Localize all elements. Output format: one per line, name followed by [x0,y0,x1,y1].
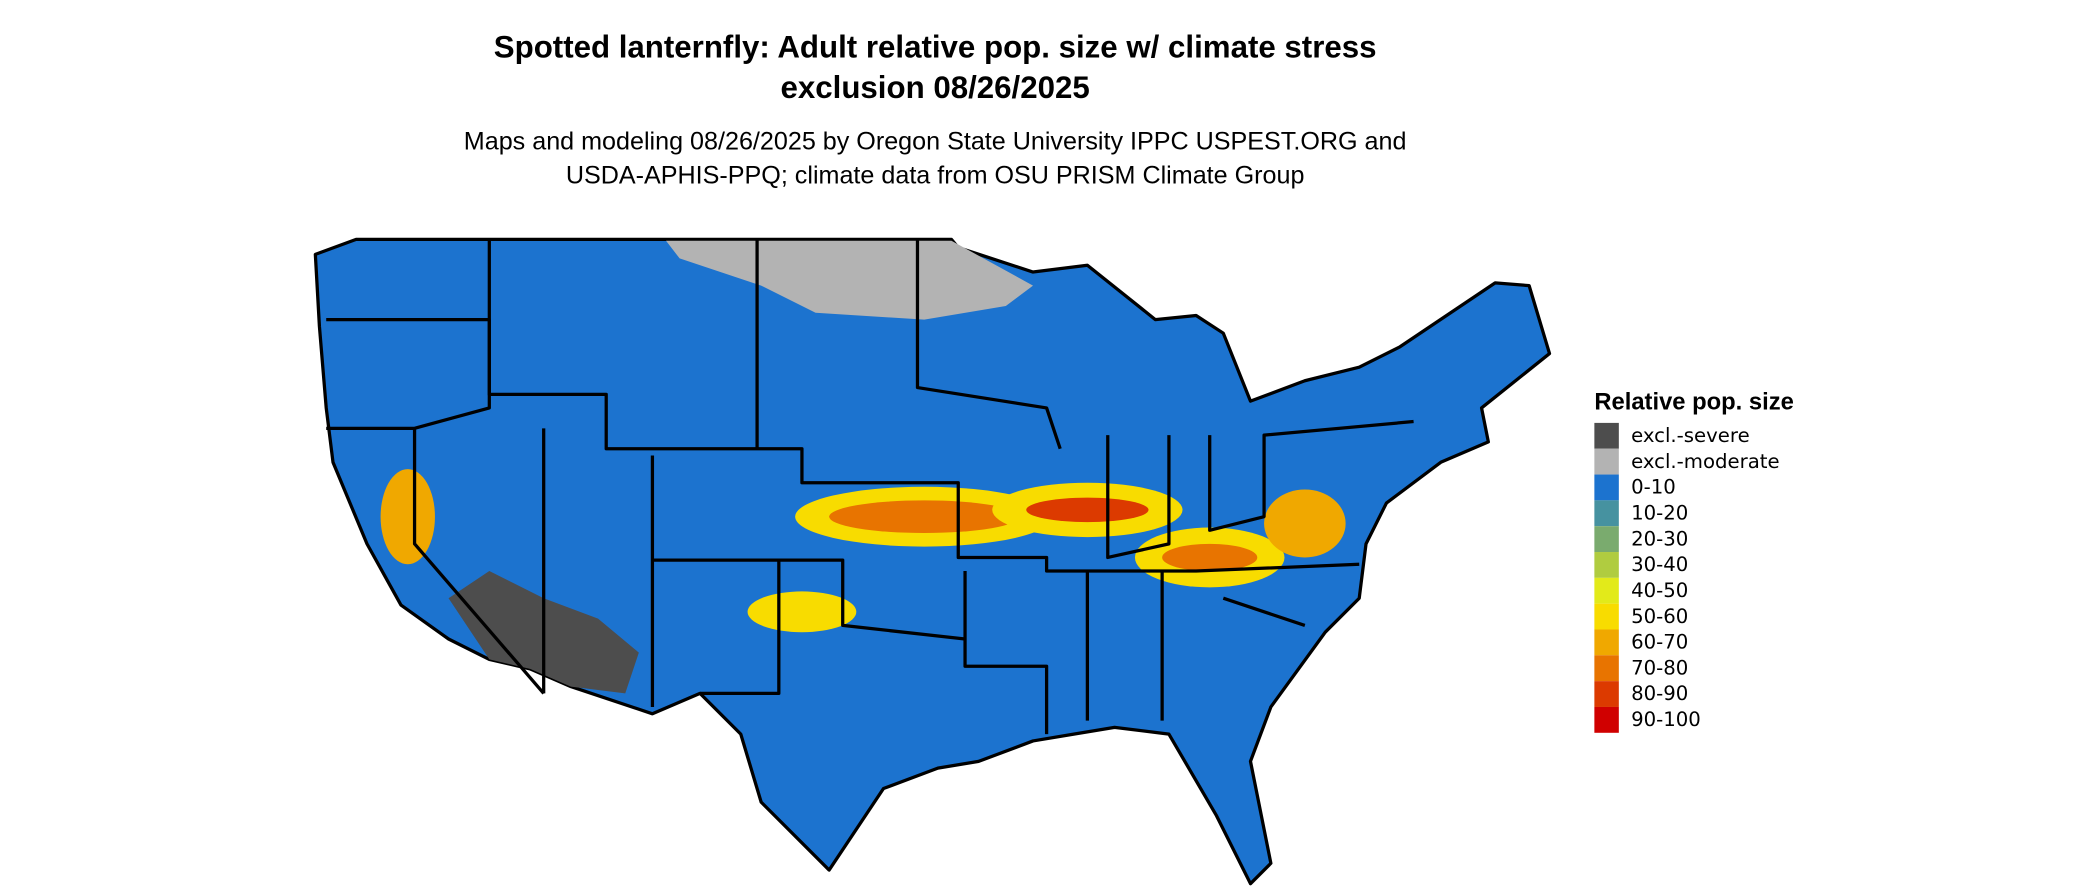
legend-title: Relative pop. size [1594,388,1793,415]
legend-label: 90-100 [1631,708,1701,731]
legend-label: 20-30 [1631,527,1688,550]
legend-swatch [1594,552,1619,578]
legend-swatch [1594,681,1619,707]
subtitle: USDA-APHIS-PPQ; climate data from OSU PR… [566,162,1305,190]
legend-swatch [1594,603,1619,630]
legend-label: excl.-moderate [1631,450,1780,473]
legend-swatch [1594,422,1619,449]
legend-label: 80-90 [1631,682,1688,705]
legend-swatch [1594,629,1619,656]
legend-swatch [1594,706,1619,733]
legend-swatch [1594,474,1619,501]
legend-swatch [1594,448,1619,475]
land [313,237,1552,886]
title: exclusion 08/26/2025 [781,70,1090,105]
legend-label: 50-60 [1631,605,1688,628]
legend-swatch [1594,655,1619,682]
legend-label: 70-80 [1631,656,1688,679]
legend-label: 10-20 [1631,501,1688,524]
legend-label: 60-70 [1631,631,1688,654]
legend-label: 30-40 [1631,553,1688,576]
legend-label: excl.-severe [1631,424,1750,447]
legend-swatch [1594,526,1619,553]
legend-swatch [1594,577,1619,604]
legend-label: 0-10 [1631,476,1676,499]
legend-swatch [1594,500,1619,527]
subtitle: Maps and modeling 08/26/2025 by Oregon S… [464,128,1407,156]
state-borders [326,239,1414,735]
legend-label: 40-50 [1631,579,1688,602]
title: Spotted lanternfly: Adult relative pop. … [494,29,1377,64]
us-map [313,237,1552,886]
